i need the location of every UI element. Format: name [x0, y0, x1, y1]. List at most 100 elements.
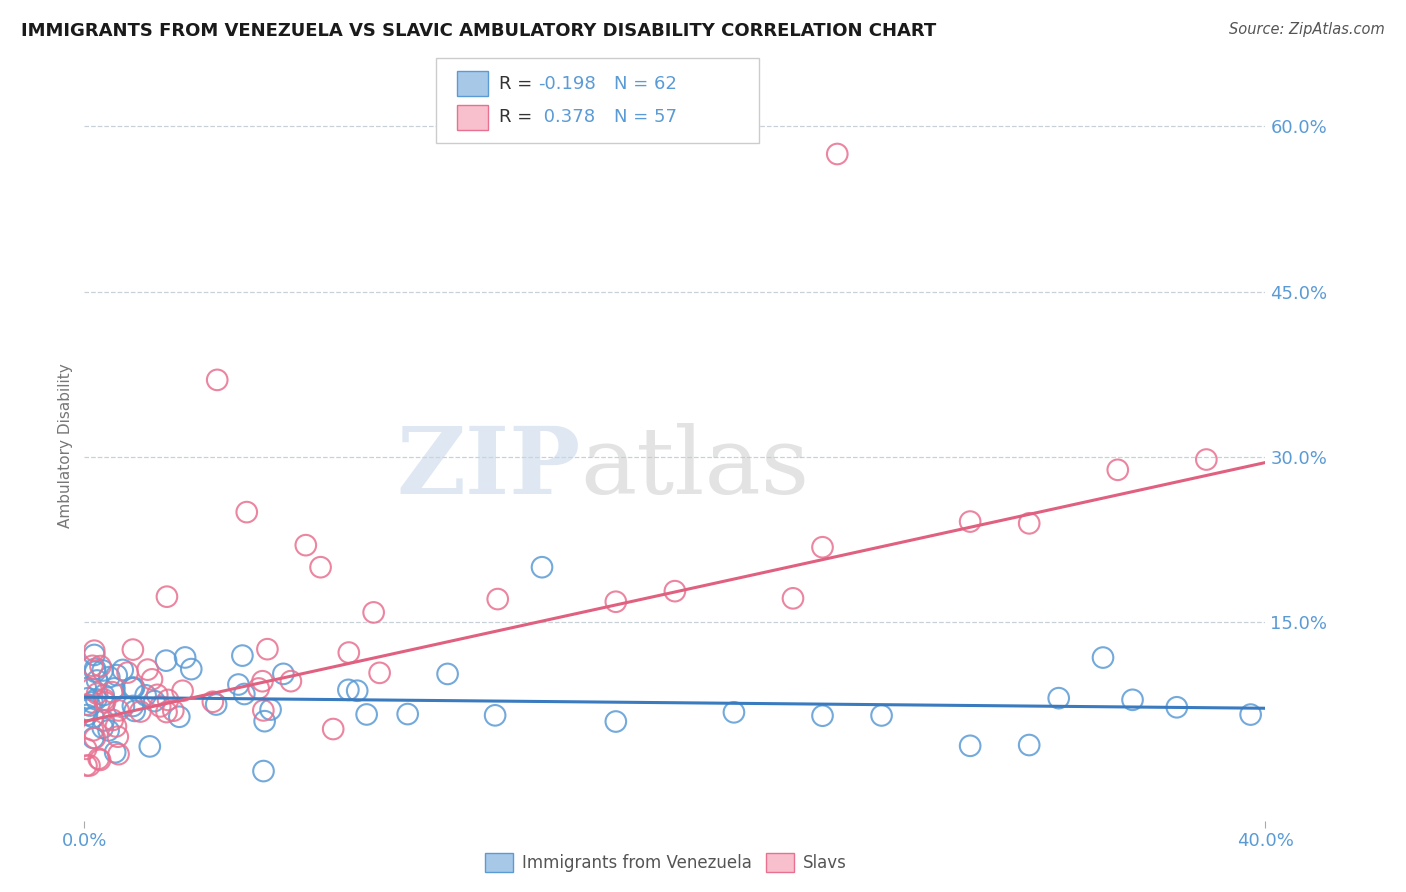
Point [122, 681, 145, 695]
Point [107, 703, 129, 717]
Point [86, 673, 108, 688]
Point [76, 698, 98, 712]
Point [959, 739, 981, 753]
Point [91, 721, 114, 735]
Point [79, 698, 101, 713]
Point [117, 665, 139, 680]
Point [156, 590, 179, 604]
Point [309, 560, 332, 574]
Point [811, 540, 834, 554]
Text: R =: R = [499, 75, 538, 93]
Point [149, 699, 172, 714]
Point [1195, 452, 1218, 467]
Point [1047, 691, 1070, 706]
Point [172, 683, 194, 698]
Point [337, 682, 360, 697]
Point [252, 674, 274, 689]
Point [82, 695, 104, 709]
Point [1107, 463, 1129, 477]
Point [91, 664, 114, 678]
Point [1092, 650, 1115, 665]
Point [484, 708, 506, 723]
Point [1018, 738, 1040, 752]
Point [207, 373, 229, 387]
Text: ZIP: ZIP [396, 424, 581, 514]
Point [1240, 707, 1263, 722]
Point [233, 687, 256, 701]
Point [82, 731, 104, 745]
Point [122, 698, 145, 713]
Point [201, 695, 224, 709]
Point [97, 723, 120, 738]
Text: R =: R = [499, 108, 538, 126]
Point [228, 677, 250, 691]
Point [180, 662, 202, 676]
Point [252, 764, 274, 778]
Point [959, 515, 981, 529]
Point [129, 705, 152, 719]
Point [141, 673, 163, 687]
Text: Source: ZipAtlas.com: Source: ZipAtlas.com [1229, 22, 1385, 37]
Point [782, 591, 804, 606]
Point [363, 606, 385, 620]
Point [157, 693, 180, 707]
Point [122, 642, 145, 657]
Point [139, 739, 162, 754]
Point [107, 730, 129, 744]
Text: Immigrants from Venezuela: Immigrants from Venezuela [522, 854, 751, 871]
Point [80, 681, 103, 696]
Point [811, 708, 834, 723]
Point [76, 708, 98, 723]
Text: 0.378: 0.378 [538, 108, 596, 126]
Text: Slavs: Slavs [803, 854, 846, 871]
Point [98, 670, 121, 684]
Point [103, 681, 125, 696]
Point [280, 674, 302, 689]
Point [169, 710, 191, 724]
Point [76, 703, 98, 717]
Point [273, 666, 295, 681]
Point [136, 663, 159, 677]
Point [827, 147, 849, 161]
Point [155, 654, 177, 668]
Point [79, 758, 101, 772]
Point [82, 658, 104, 673]
Point [231, 648, 253, 663]
Text: N = 62: N = 62 [614, 75, 678, 93]
Point [605, 595, 627, 609]
Point [236, 505, 259, 519]
Point [82, 710, 104, 724]
Point [93, 692, 115, 706]
Text: atlas: atlas [581, 424, 810, 514]
Point [247, 681, 270, 696]
Point [605, 714, 627, 729]
Point [356, 707, 378, 722]
Point [346, 683, 368, 698]
Point [295, 538, 318, 552]
Point [77, 691, 100, 706]
Point [368, 665, 391, 680]
Point [1166, 700, 1188, 714]
Point [89, 659, 111, 673]
Point [322, 722, 344, 736]
Point [143, 694, 166, 708]
Point [112, 699, 135, 714]
Point [121, 681, 143, 695]
Point [101, 713, 124, 727]
Point [155, 705, 177, 719]
Point [256, 642, 278, 657]
Point [107, 747, 129, 761]
Point [723, 706, 745, 720]
Point [104, 745, 127, 759]
Point [486, 592, 509, 607]
Point [1122, 693, 1144, 707]
Point [84, 665, 107, 679]
Point [664, 584, 686, 599]
Point [259, 702, 281, 716]
Point [436, 667, 458, 681]
Point [75, 681, 97, 696]
Point [86, 687, 108, 701]
Text: N = 57: N = 57 [614, 108, 678, 126]
Point [101, 685, 124, 699]
Text: IMMIGRANTS FROM VENEZUELA VS SLAVIC AMBULATORY DISABILITY CORRELATION CHART: IMMIGRANTS FROM VENEZUELA VS SLAVIC AMBU… [21, 22, 936, 40]
